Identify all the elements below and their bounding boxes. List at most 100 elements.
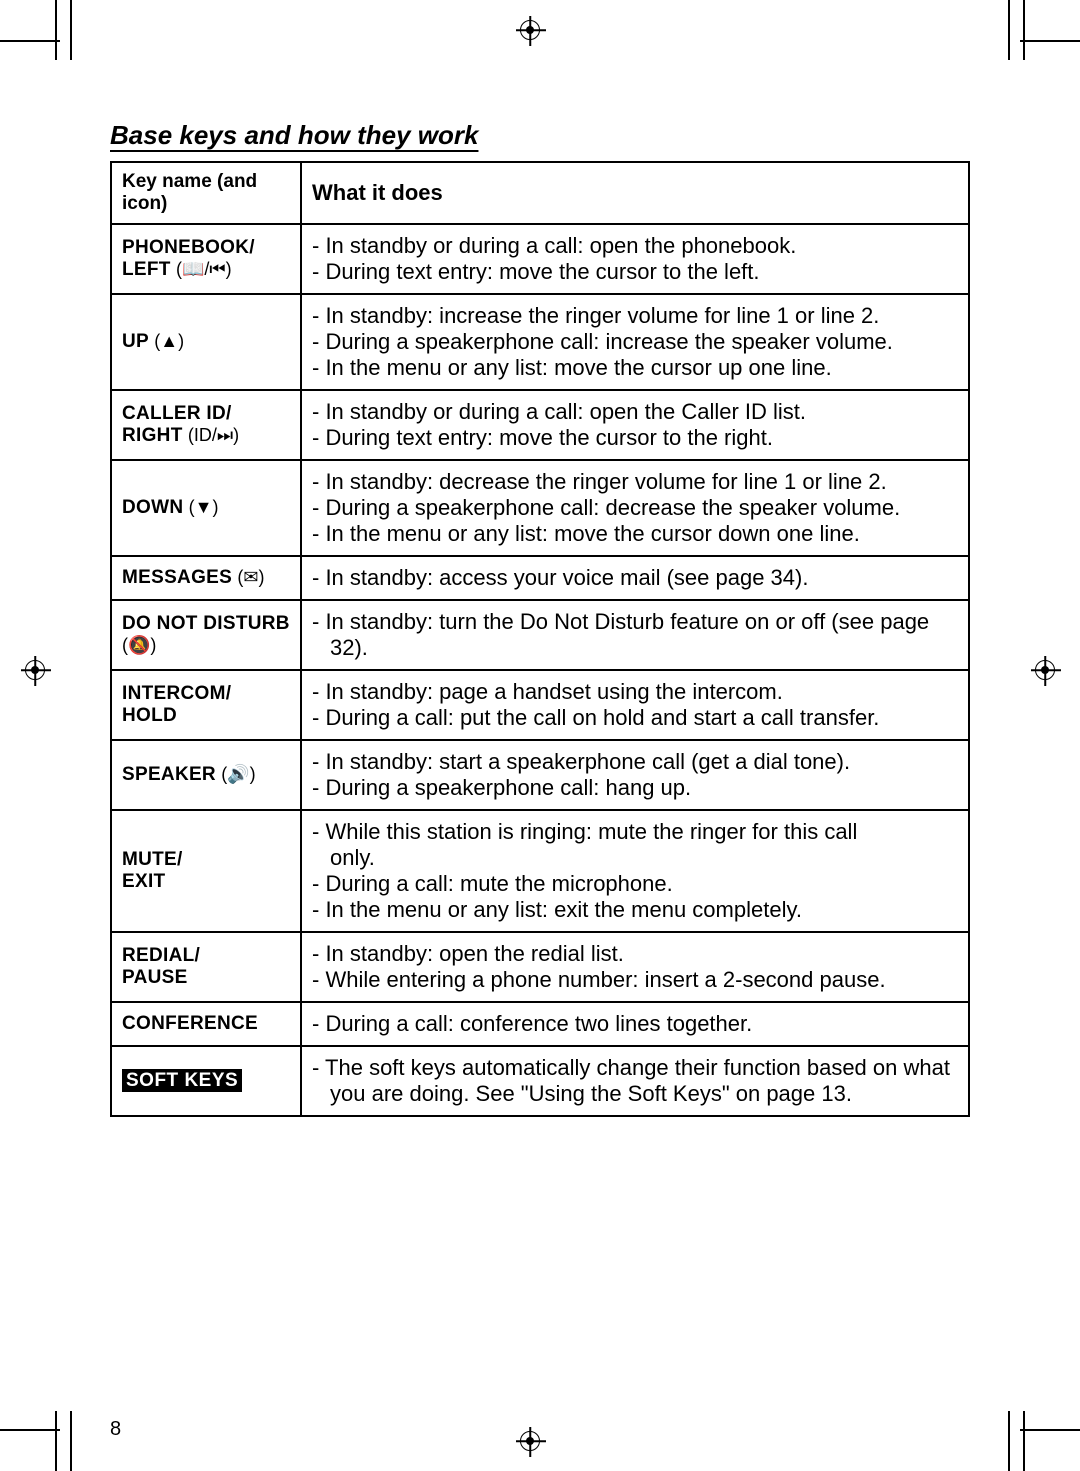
desc-cell: - In standby: open the redial list.- Whi… [301, 932, 969, 1002]
desc-line: - During text entry: move the cursor to … [312, 425, 958, 451]
desc-line: - While this station is ringing: mute th… [312, 819, 958, 845]
key-cell: INTERCOM/HOLD [111, 670, 301, 740]
table-row: MESSAGES (✉) - In standby: access your vo… [111, 556, 969, 600]
key-label: DO NOT DISTURB [122, 613, 290, 634]
key-label: MUTE/EXIT [122, 849, 183, 892]
callerid-right-icon: (ID/⏭) [188, 425, 239, 445]
desc-line: - In standby: access your voice mail (se… [312, 565, 958, 591]
key-cell: CALLER ID/RIGHT (ID/⏭) [111, 390, 301, 460]
key-label: MESSAGES [122, 567, 232, 588]
desc-line: - In standby: open the redial list. [312, 941, 958, 967]
header-key-name: Key name (and icon) [111, 162, 301, 224]
key-cell: REDIAL/PAUSE [111, 932, 301, 1002]
registration-mark-icon [520, 1431, 540, 1451]
phonebook-left-icon: (📖/⏮) [176, 259, 232, 279]
page-title: Base keys and how they work [110, 120, 970, 151]
table-row: SPEAKER (🔊) - In standby: start a speaker… [111, 740, 969, 810]
key-cell: SPEAKER (🔊) [111, 740, 301, 810]
page-content: Base keys and how they work Key name (an… [110, 120, 970, 1371]
key-cell: MESSAGES (✉) [111, 556, 301, 600]
table-row: CALLER ID/RIGHT (ID/⏭) - In standby or du… [111, 390, 969, 460]
table-row: REDIAL/PAUSE - In standby: open the redia… [111, 932, 969, 1002]
crop-mark [1020, 40, 1080, 42]
header-what-it-does: What it does [301, 162, 969, 224]
desc-line: - In the menu or any list: move the curs… [312, 355, 958, 381]
crop-mark [1023, 1411, 1025, 1471]
desc-line: - In standby: page a handset using the i… [312, 679, 958, 705]
desc-line: - The soft keys automatically change the… [312, 1055, 958, 1107]
desc-line: - In standby: start a speakerphone call … [312, 749, 958, 775]
table-row: DOWN (▼) - In standby: decrease the ringe… [111, 460, 969, 556]
desc-cell: - In standby: page a handset using the i… [301, 670, 969, 740]
desc-line: - While entering a phone number: insert … [312, 967, 958, 993]
crop-mark [1020, 1429, 1080, 1431]
crop-mark [70, 0, 72, 60]
desc-line: - In standby: turn the Do Not Disturb fe… [312, 609, 958, 661]
key-cell: MUTE/EXIT [111, 810, 301, 932]
desc-cell: - The soft keys automatically change the… [301, 1046, 969, 1116]
table-row: UP (▲) - In standby: increase the ringer … [111, 294, 969, 390]
table-row: MUTE/EXIT - While this station is ringing… [111, 810, 969, 932]
crop-mark [1008, 1411, 1010, 1471]
desc-line: - During a speakerphone call: hang up. [312, 775, 958, 801]
desc-line: - During text entry: move the cursor to … [312, 259, 958, 285]
table-row: DO NOT DISTURB (🔕)- In standby: turn the… [111, 600, 969, 670]
key-cell: PHONEBOOK/LEFT (📖/⏮) [111, 224, 301, 294]
desc-cell: - In standby: access your voice mail (se… [301, 556, 969, 600]
desc-line: - In the menu or any list: move the curs… [312, 521, 958, 547]
desc-cell: - While this station is ringing: mute th… [301, 810, 969, 932]
crop-mark [0, 1429, 60, 1431]
speaker-icon: (🔊) [221, 764, 255, 784]
desc-cell: - In standby: increase the ringer volume… [301, 294, 969, 390]
crop-mark [70, 1411, 72, 1471]
key-cell: CONFERENCE [111, 1002, 301, 1046]
crop-mark [55, 0, 57, 60]
registration-mark-icon [25, 660, 45, 680]
crop-mark [55, 1411, 57, 1471]
desc-line: - During a speakerphone call: decrease t… [312, 495, 958, 521]
desc-cell: - In standby: turn the Do Not Disturb fe… [301, 600, 969, 670]
desc-line: - In standby or during a call: open the … [312, 399, 958, 425]
desc-cell: - In standby: start a speakerphone call … [301, 740, 969, 810]
desc-line: - During a call: mute the microphone. [312, 871, 958, 897]
key-cell: DOWN (▼) [111, 460, 301, 556]
messages-icon: (✉) [237, 567, 264, 587]
crop-mark [1023, 0, 1025, 60]
key-label: UP [122, 331, 149, 352]
desc-cell: - During a call: conference two lines to… [301, 1002, 969, 1046]
dnd-icon: (🔕) [122, 635, 156, 655]
registration-mark-icon [1035, 660, 1055, 680]
desc-line: - During a speakerphone call: increase t… [312, 329, 958, 355]
key-label: SPEAKER [122, 764, 216, 785]
desc-line: - During a call: put the call on hold an… [312, 705, 958, 731]
desc-cell: - In standby or during a call: open the … [301, 390, 969, 460]
desc-line: - In standby: decrease the ringer volume… [312, 469, 958, 495]
table-row: SOFT KEYS - The soft keys automatically c… [111, 1046, 969, 1116]
registration-mark-icon [520, 20, 540, 40]
up-icon: (▲) [154, 331, 184, 351]
down-icon: (▼) [189, 497, 219, 517]
desc-line: - In the menu or any list: exit the menu… [312, 897, 958, 923]
desc-line: - In standby or during a call: open the … [312, 233, 958, 259]
crop-mark [1008, 0, 1010, 60]
key-label: DOWN [122, 497, 183, 518]
desc-cell: - In standby: decrease the ringer volume… [301, 460, 969, 556]
key-cell: UP (▲) [111, 294, 301, 390]
table-header-row: Key name (and icon) What it does [111, 162, 969, 224]
table-row: CONFERENCE - During a call: conference tw… [111, 1002, 969, 1046]
desc-cell: - In standby or during a call: open the … [301, 224, 969, 294]
key-label: INTERCOM/HOLD [122, 683, 231, 726]
desc-line: only. [312, 845, 958, 871]
base-keys-table: Key name (and icon) What it does PHONEBO… [110, 161, 970, 1117]
softkey-label: SOFT KEYS [122, 1069, 242, 1092]
page-number: 8 [110, 1418, 121, 1441]
table-row: INTERCOM/HOLD - In standby: page a handse… [111, 670, 969, 740]
table-row: PHONEBOOK/LEFT (📖/⏮) - In standby or duri… [111, 224, 969, 294]
key-label: CONFERENCE [122, 1013, 258, 1034]
key-cell: SOFT KEYS [111, 1046, 301, 1116]
crop-mark [0, 40, 60, 42]
key-label: REDIAL/PAUSE [122, 945, 200, 988]
key-cell: DO NOT DISTURB (🔕) [111, 600, 301, 670]
desc-line: - In standby: increase the ringer volume… [312, 303, 958, 329]
desc-line: - During a call: conference two lines to… [312, 1011, 958, 1037]
